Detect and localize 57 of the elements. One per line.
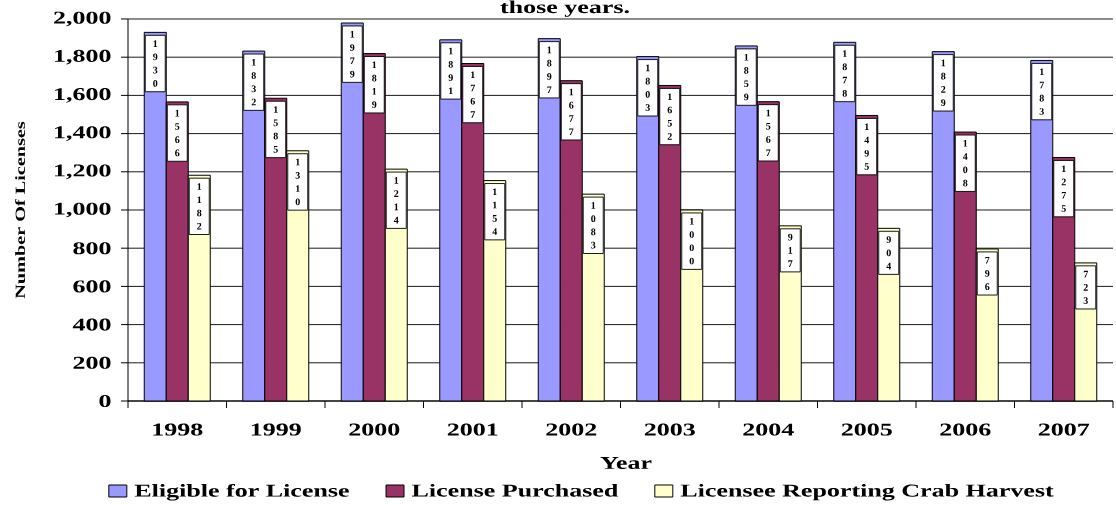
x-tick-label: 2004 — [743, 423, 794, 436]
legend-label: Eligible for License — [134, 483, 349, 501]
data-label: 1 8 1 9 — [372, 61, 377, 108]
data-label: 1 7 6 7 — [470, 71, 475, 118]
x-axis-title: Year — [600, 457, 652, 469]
legend-label: Licensee Reporting Crab Harvest — [680, 484, 1054, 501]
x-tick-label: 2005 — [841, 423, 892, 436]
data-label: 9 0 4 — [886, 236, 892, 270]
legend-label: License Purchased — [411, 484, 619, 497]
x-tick-label: 2006 — [940, 423, 991, 436]
data-label: 1 8 2 9 — [941, 59, 946, 107]
data-label: 1 8 0 3 — [645, 64, 650, 111]
data-label: 1 7 8 3 — [1039, 68, 1044, 115]
x-tick-label: 2001 — [447, 423, 498, 436]
y-axis-title: Number Of Licenses — [15, 121, 26, 299]
data-label: 1 9 7 9 — [350, 30, 355, 78]
data-label: 9 1 7 — [788, 233, 793, 267]
data-label: 1 8 3 2 — [251, 59, 256, 106]
data-label: 1 8 7 8 — [842, 50, 847, 97]
x-tick-label: 2003 — [644, 423, 695, 436]
data-label: 1 3 1 0 — [295, 158, 300, 206]
data-label: 7 2 3 — [1083, 270, 1089, 304]
data-label: 1 2 1 4 — [393, 177, 399, 224]
data-label: 7 9 6 — [985, 256, 990, 291]
data-label: 1 5 6 7 — [766, 109, 771, 156]
y-tick-label: 600 — [73, 280, 111, 293]
data-label: 1 5 8 5 — [273, 106, 278, 153]
x-tick-label: 1999 — [251, 423, 301, 436]
data-label: 1 0 0 0 — [689, 217, 694, 265]
y-tick-label: 1,000 — [55, 202, 111, 218]
data-label: 1 5 6 6 — [175, 109, 180, 157]
y-tick-label: 2,000 — [54, 11, 111, 27]
y-tick-label: 1,400 — [55, 126, 111, 141]
data-label: 1 9 3 0 — [153, 40, 158, 87]
x-tick-label: 2002 — [546, 423, 597, 436]
y-tick-label: 400 — [72, 318, 111, 331]
y-tick-label: 800 — [73, 242, 111, 255]
y-tick-label: 1,600 — [55, 88, 111, 103]
data-label: 1 4 9 5 — [864, 123, 870, 170]
y-tick-label: 200 — [73, 356, 111, 369]
x-tick-label: 2007 — [1038, 423, 1090, 436]
x-tick-label: 2000 — [349, 423, 400, 436]
data-label: 1 0 8 3 — [591, 202, 596, 249]
data-label: 1 6 7 7 — [569, 88, 574, 135]
data-label: 1 2 7 5 — [1061, 165, 1066, 212]
data-label: 1 1 8 2 — [197, 183, 202, 230]
data-label: 1 6 5 2 — [667, 93, 672, 140]
data-label: 1 8 9 7 — [547, 46, 552, 93]
y-tick-label: 0 — [99, 394, 111, 408]
data-label: 1 4 0 8 — [962, 140, 968, 187]
chart-title: those years. — [500, 0, 629, 17]
data-label: 1 8 9 1 — [448, 47, 453, 95]
data-label: 1 8 5 9 — [744, 53, 749, 101]
y-tick-label: 1,200 — [55, 164, 111, 180]
data-label: 1 1 5 4 — [492, 188, 498, 235]
x-tick-label: 1998 — [153, 423, 203, 436]
y-tick-label: 1,800 — [55, 49, 111, 65]
